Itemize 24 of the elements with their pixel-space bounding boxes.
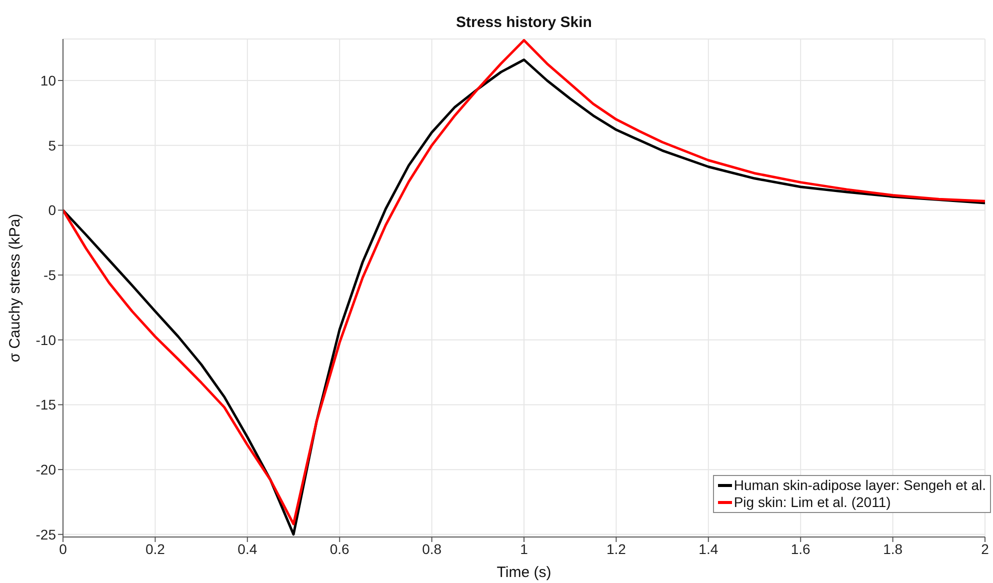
- x-tick-label: 1.8: [883, 540, 903, 557]
- y-tick-label: -20: [36, 462, 56, 478]
- x-tick-label: 2: [981, 540, 990, 557]
- legend-label: Human skin-adipose layer: Sengeh et al.: [734, 477, 986, 494]
- y-tick-label: 5: [48, 137, 56, 154]
- y-axis-title: σ Cauchy stress (kPa): [6, 214, 24, 362]
- y-tick-label: -15: [36, 396, 56, 413]
- y-tick-label: 10: [40, 72, 56, 88]
- x-tick-label: 0.2: [145, 540, 166, 557]
- x-tick-label: 1.6: [790, 540, 811, 557]
- chart-title: Stress history Skin: [455, 14, 593, 31]
- y-tick-label: -5: [44, 267, 56, 283]
- legend-label: Pig skin: Lim et al. (2011): [734, 494, 891, 511]
- x-tick-label: 0: [59, 540, 68, 557]
- x-tick-label: 0.8: [422, 540, 442, 557]
- x-axis-title: Time (s): [496, 564, 552, 581]
- y-tick-label: 0: [48, 202, 56, 218]
- x-tick-label: 1.2: [606, 540, 626, 557]
- x-tick-label: 1: [520, 540, 528, 557]
- x-tick-label: 1.4: [698, 540, 718, 557]
- x-tick-label: 0.6: [330, 540, 350, 557]
- y-tick-label: -25: [36, 526, 56, 542]
- y-tick-label: -10: [36, 332, 56, 348]
- x-tick-label: 0.4: [238, 540, 258, 557]
